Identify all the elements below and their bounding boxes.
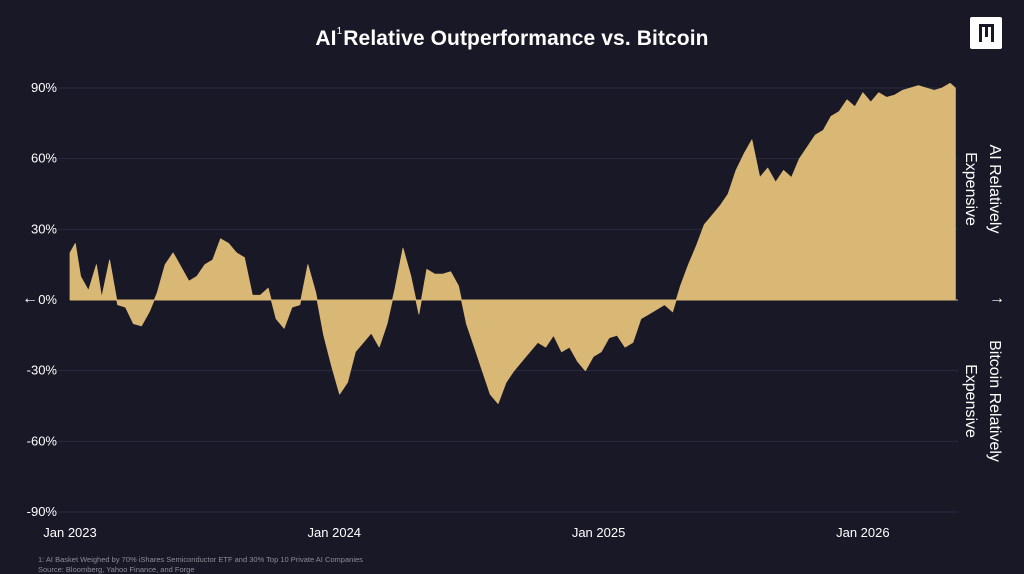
x-tick-label: Jan 2024	[308, 525, 362, 540]
y-tick-label: -60%	[27, 433, 58, 448]
y-tick-label: 90%	[31, 80, 57, 95]
x-tick-label: Jan 2023	[43, 525, 97, 540]
left-arrow-icon: ←	[22, 290, 38, 307]
brand-logo-icon	[970, 17, 1002, 49]
y-axis-ticks: 90% 60% 30% 0% -30% -60% -90%	[27, 80, 58, 519]
title-prefix: AI	[315, 27, 337, 50]
y-tick-label: 30%	[31, 221, 57, 236]
y-tick-label: -30%	[27, 363, 58, 378]
title-text: Relative Outperformance vs. Bitcoin	[343, 27, 709, 50]
y-tick-label: 60%	[31, 151, 57, 166]
x-tick-label: Jan 2025	[572, 525, 626, 540]
upper-label-line1: AI Relatively	[986, 145, 1003, 234]
footnote-text: 1: AI Basket Weighed by 70% iShares Semi…	[38, 555, 363, 564]
side-labels: AI Relatively Expensive Bitcoin Relative…	[962, 145, 1003, 462]
lower-label-line2: Expensive	[962, 364, 979, 438]
right-arrow-icon: →	[989, 290, 1005, 307]
y-tick-label: 0%	[38, 292, 57, 307]
series-area	[69, 82, 956, 404]
chart-title: AI1Relative Outperformance vs. Bitcoin	[0, 26, 1024, 51]
upper-label-line2: Expensive	[962, 152, 979, 226]
lower-label-line1: Bitcoin Relatively	[986, 340, 1003, 462]
source-text: Source: Bloomberg, Yahoo Finance, and Fo…	[38, 565, 195, 574]
title-footnote-marker: 1	[336, 26, 343, 37]
x-tick-label: Jan 2026	[836, 525, 890, 540]
y-tick-label: -90%	[27, 504, 58, 519]
x-axis-ticks: Jan 2023 Jan 2024 Jan 2025 Jan 2026	[43, 525, 889, 540]
